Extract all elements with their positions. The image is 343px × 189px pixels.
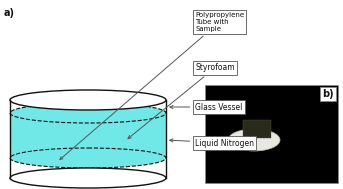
Ellipse shape — [46, 133, 59, 140]
Polygon shape — [105, 118, 125, 150]
Ellipse shape — [228, 129, 280, 151]
Ellipse shape — [10, 90, 166, 110]
Ellipse shape — [48, 135, 56, 139]
Ellipse shape — [10, 103, 166, 123]
Bar — [205, 85, 338, 183]
Ellipse shape — [10, 148, 166, 168]
Text: Glass Vessel: Glass Vessel — [170, 102, 243, 112]
Polygon shape — [28, 118, 125, 148]
Text: a): a) — [4, 8, 15, 18]
Ellipse shape — [48, 158, 56, 162]
Polygon shape — [48, 137, 56, 160]
Polygon shape — [48, 132, 125, 166]
Bar — [243, 120, 271, 138]
Polygon shape — [10, 113, 166, 158]
Polygon shape — [28, 132, 48, 166]
Polygon shape — [10, 100, 166, 178]
Text: Liquid Nitrogen: Liquid Nitrogen — [170, 139, 254, 147]
Ellipse shape — [66, 126, 79, 133]
Polygon shape — [28, 118, 125, 148]
Text: Polypropylene
Tube with
Sample: Polypropylene Tube with Sample — [60, 12, 244, 160]
Text: Styrofoam: Styrofoam — [128, 64, 235, 139]
Text: b): b) — [322, 89, 334, 99]
Ellipse shape — [10, 168, 166, 188]
Ellipse shape — [82, 136, 95, 143]
